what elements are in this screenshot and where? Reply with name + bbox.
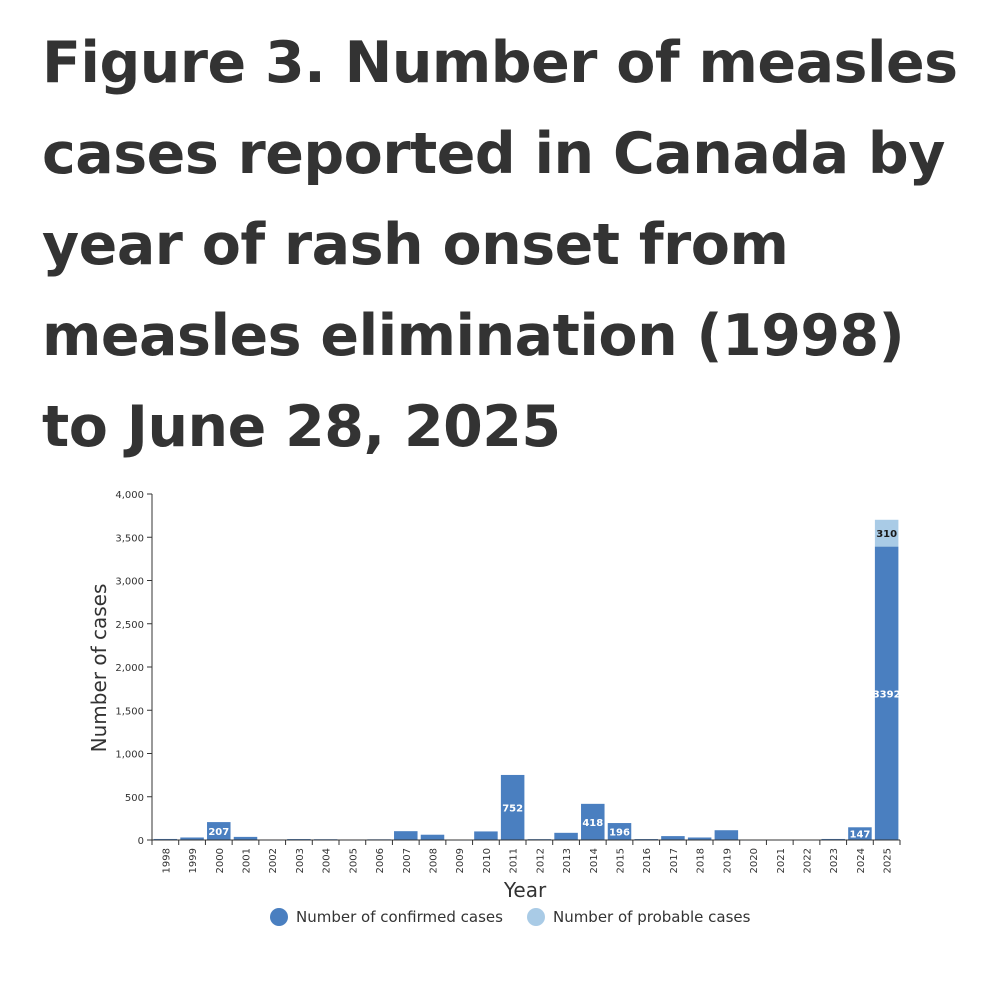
x-axis-title: Year [503, 878, 547, 900]
x-tick-label: 2003 [295, 848, 306, 873]
bar-confirmed-2023[interactable] [821, 838, 845, 840]
x-tick-label: 2017 [669, 848, 680, 873]
x-tick-label: 2020 [749, 848, 760, 873]
bar-confirmed-2013[interactable] [554, 832, 578, 840]
y-tick-label: 2,000 [115, 663, 144, 674]
y-tick-label: 4,000 [115, 490, 144, 501]
bar-confirmed-2001[interactable] [233, 836, 258, 840]
bar-confirmed-2000[interactable] [207, 822, 231, 840]
x-tick-label: 2010 [482, 848, 493, 873]
data-label: 147 [849, 830, 870, 841]
x-tick-label: 2016 [642, 848, 653, 873]
y-tick-label: 0 [138, 836, 144, 847]
legend-label: Number of confirmed cases [296, 908, 503, 926]
x-axis: 1998 1999 2000 2001 2002 2003 2004 2005 2006 2007… [151, 839, 901, 873]
x-tick-label: 2000 [215, 848, 226, 873]
y-tick-label: 1,000 [115, 750, 144, 761]
x-tick-label: 2024 [856, 848, 867, 873]
x-tick-label: 2023 [829, 848, 840, 873]
bar-confirmed-2008[interactable] [420, 834, 445, 840]
x-tick-label: 2011 [509, 848, 520, 873]
x-tick-label: 2019 [722, 848, 733, 873]
bars-group: 207 752 418 196 147 3392 310 [153, 519, 901, 841]
bar-confirmed-2015[interactable] [607, 823, 632, 840]
x-tick-label: 2014 [589, 848, 600, 873]
x-tick-label: 2001 [242, 848, 253, 873]
x-tick-label: 2015 [616, 848, 627, 873]
data-label: 310 [876, 529, 897, 540]
legend: Number of confirmed cases Number of prob… [270, 908, 774, 926]
x-tick-label: 2007 [402, 848, 413, 873]
y-axis-title: Number of cases [87, 584, 111, 753]
legend-dot-icon [526, 908, 545, 926]
bar-confirmed-2025[interactable] [874, 546, 899, 840]
y-tick-label: 3,500 [115, 533, 144, 544]
bar-confirmed-2007[interactable] [394, 831, 418, 840]
data-label: 418 [582, 818, 603, 829]
y-tick-label: 1,500 [115, 706, 144, 717]
y-tick-label: 2,500 [115, 620, 144, 631]
x-tick-label: 1999 [188, 848, 199, 873]
bar-confirmed-2017[interactable] [661, 836, 685, 840]
bar-confirmed-2014[interactable] [581, 803, 605, 840]
y-axis: 0 500 1,000 1,500 2,000 2,500 3,000 3,500 4,000 [115, 490, 153, 847]
x-tick-label: 2022 [803, 848, 814, 873]
x-tick-label: 2013 [562, 848, 573, 873]
x-tick-label: 2021 [776, 848, 787, 873]
x-tick-label: 2002 [268, 848, 279, 873]
x-tick-label: 2005 [348, 848, 359, 873]
page-title: Figure 3. Number of measles cases report… [42, 30, 958, 460]
data-label: 752 [502, 803, 523, 814]
x-tick-label: 1998 [161, 848, 172, 873]
bar-confirmed-2010[interactable] [474, 831, 498, 840]
y-tick-label: 500 [125, 793, 144, 804]
bar-chart: 05001,0001,5002,0002,5003,0003,5004,000 … [87, 490, 901, 900]
bar-confirmed-1999[interactable] [180, 837, 204, 840]
x-tick-label: 2012 [535, 848, 546, 873]
legend-item-confirmed[interactable]: Number of confirmed cases [270, 908, 503, 926]
bar-confirmed-2019[interactable] [714, 830, 739, 840]
x-tick-label: 2004 [322, 848, 333, 873]
x-tick-label: 2009 [455, 848, 466, 873]
bar-confirmed-2024[interactable] [848, 827, 872, 840]
y-tick-label: 3,000 [115, 577, 144, 588]
x-tick-label: 2006 [375, 848, 386, 873]
x-tick-label: 2018 [696, 848, 707, 873]
bar-confirmed-1998[interactable] [153, 838, 178, 840]
x-tick-label: 2008 [429, 848, 440, 873]
bar-probable-2025[interactable] [874, 519, 899, 547]
bar-confirmed-2018[interactable] [687, 837, 712, 840]
data-label: 207 [208, 827, 229, 838]
data-label: 3392 [873, 689, 901, 700]
bar-confirmed-2011[interactable] [500, 774, 525, 840]
legend-item-probable[interactable]: Number of probable cases [526, 908, 751, 926]
legend-dot-icon [270, 908, 288, 926]
x-tick-label: 2025 [883, 848, 894, 873]
legend-label: Number of probable cases [552, 908, 751, 926]
data-label: 196 [609, 828, 630, 839]
